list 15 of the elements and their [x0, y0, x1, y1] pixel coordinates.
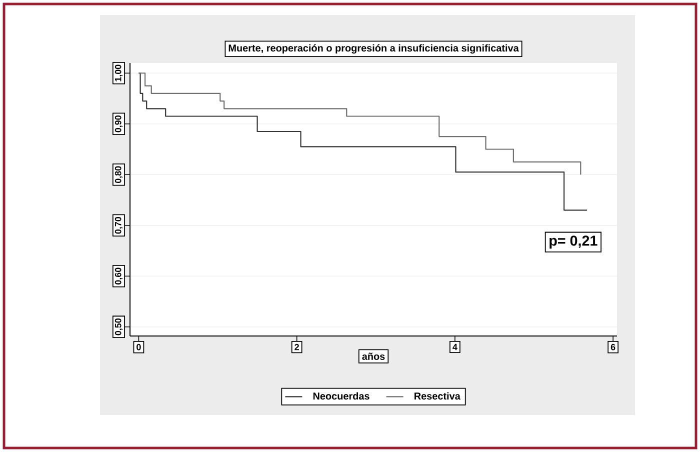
y-tick-label: 0,80: [114, 166, 123, 183]
chart-title: Muerte, reoperación o progresión a insuficiencia significativa: [228, 44, 519, 54]
y-tick-label: 0,50: [114, 318, 123, 336]
x-axis-title: años: [362, 352, 385, 360]
x-tick-label: 2: [294, 344, 299, 350]
legend-label: Resectiva: [414, 392, 460, 400]
y-tick-label: 1,00: [114, 64, 123, 82]
y-tick-label: 0,60: [114, 268, 123, 284]
x-tick-label: 0: [136, 344, 141, 350]
x-tick-label: 4: [452, 344, 458, 350]
legend-label: Neocuerdas: [313, 392, 370, 400]
y-tick-label: 0,70: [114, 217, 123, 234]
y-tick-label: 0,90: [114, 116, 123, 132]
x-tick-label: 6: [610, 344, 616, 350]
annotation: p= 0,21: [550, 236, 598, 249]
